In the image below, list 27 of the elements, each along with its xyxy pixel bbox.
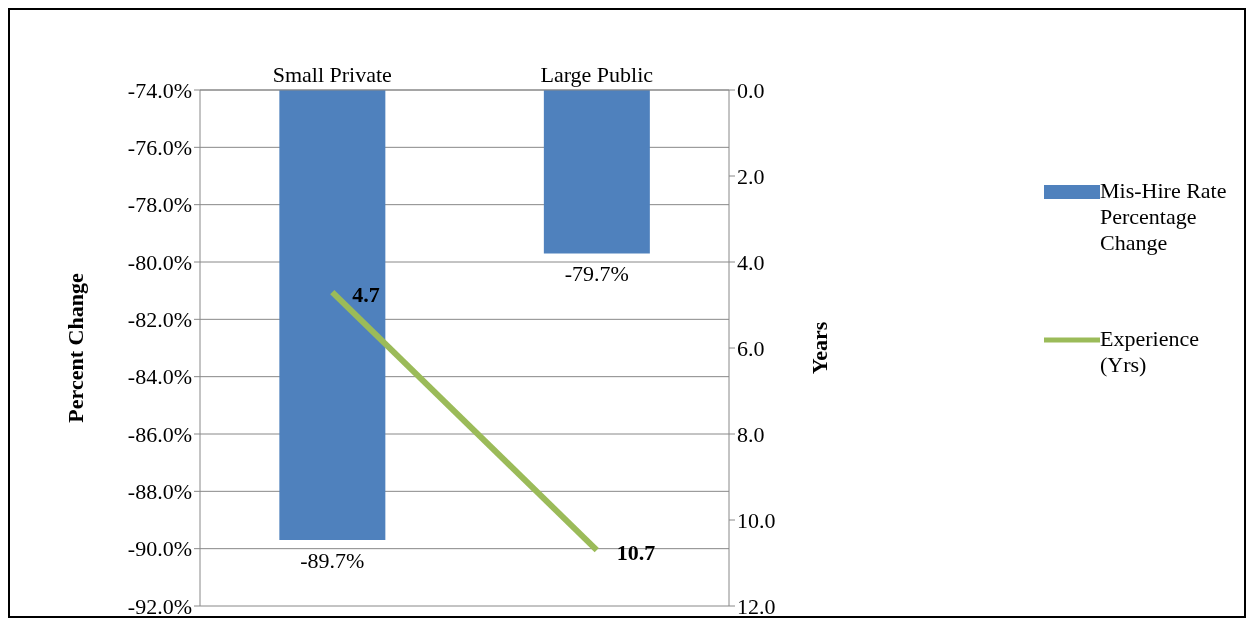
legend-label: Mis-Hire Rate Percentage Change (1100, 178, 1228, 256)
y-tick-label: -92.0% (127, 593, 192, 619)
y-tick-label: -82.0% (127, 307, 192, 333)
y-tick-label: -90.0% (127, 536, 192, 562)
y2-tick-label: 4.0 (737, 249, 765, 275)
y2-axis-title: Years (806, 321, 832, 375)
y2-tick-label: 6.0 (737, 335, 765, 361)
y2-tick-label: 10.0 (737, 507, 776, 533)
y-tick-label: -86.0% (127, 421, 192, 447)
y-tick-label: -80.0% (127, 249, 192, 275)
y2-tick-label: 8.0 (737, 421, 765, 447)
y-tick-label: -74.0% (127, 77, 192, 103)
y-axis-title: Percent Change (62, 273, 88, 423)
y2-tick-label: 0.0 (737, 77, 765, 103)
x-tick-label: Large Public (540, 62, 654, 87)
legend-label: Experience (Yrs) (1100, 326, 1200, 378)
y2-tick-label: 2.0 (737, 163, 765, 189)
data-label: -79.7% (564, 261, 629, 287)
data-label: -89.7% (300, 548, 365, 574)
y2-tick-label: 12.0 (737, 593, 776, 619)
y-tick-label: -76.0% (127, 135, 192, 161)
y-tick-label: -84.0% (127, 364, 192, 390)
x-tick-label: Small Private (272, 62, 392, 87)
y-tick-label: -78.0% (127, 192, 192, 218)
y-tick-label: -88.0% (127, 479, 192, 505)
data-label: 4.7 (352, 282, 380, 308)
data-label: 10.7 (616, 540, 656, 566)
